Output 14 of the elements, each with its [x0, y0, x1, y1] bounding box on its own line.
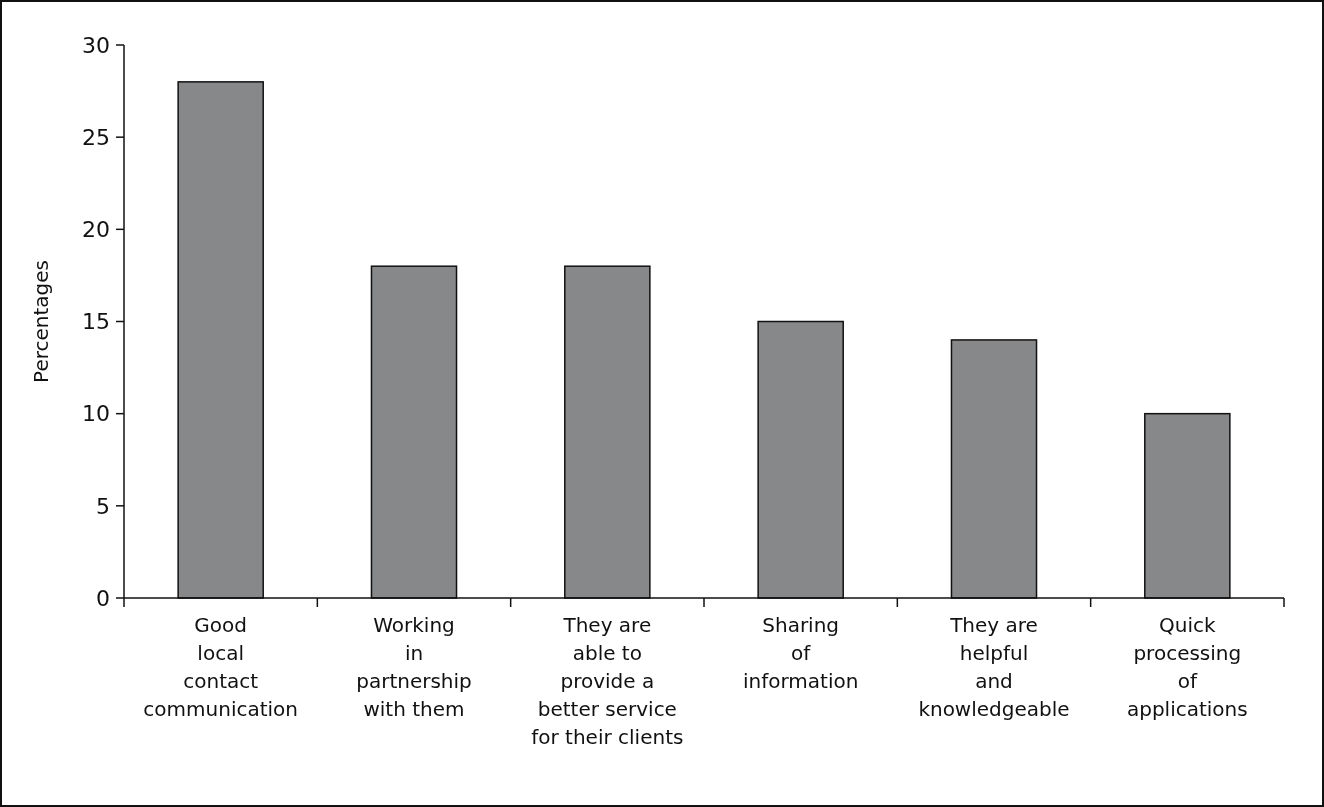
- y-tick-label: 15: [82, 309, 110, 335]
- x-tick-label: They are helpful and knowledgeable: [918, 613, 1070, 721]
- y-tick-label: 25: [82, 124, 110, 150]
- y-tick-label: 0: [96, 585, 110, 611]
- x-tick-label: They are able to provide a better service for their clients: [531, 613, 684, 749]
- y-axis-title: Percentages: [29, 260, 53, 383]
- x-tick-label: Quick processing of applications: [1126, 613, 1248, 721]
- y-tick-label: 5: [96, 493, 110, 519]
- x-tick-label: Good local contact communication: [143, 613, 298, 721]
- x-tick-label: Working in partnership with them: [356, 613, 472, 721]
- x-tick-label: Sharing of information: [742, 613, 859, 693]
- y-tick-label: 20: [82, 217, 110, 243]
- y-tick-label: 30: [82, 32, 110, 58]
- y-tick-label: 10: [82, 401, 110, 427]
